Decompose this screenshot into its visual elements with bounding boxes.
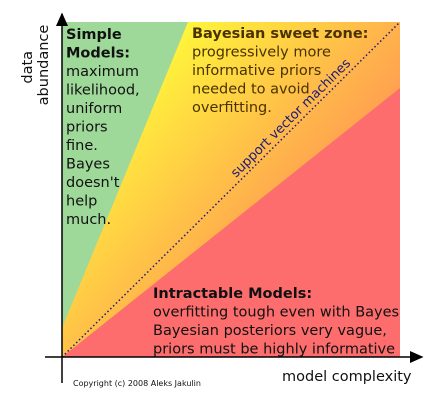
copyright: Copyright (c) 2008 Aleks Jakulin <box>73 379 201 388</box>
region-line: much. <box>66 212 111 228</box>
region-line: priors <box>66 120 108 136</box>
svm-line <box>61 21 401 358</box>
region-line: fine. <box>66 138 98 154</box>
y-label-line: abundance <box>36 25 52 106</box>
region-line: priors must be highly informative <box>153 342 395 358</box>
region-line: needed to avoid <box>192 82 310 98</box>
region-line: informative priors <box>192 63 321 79</box>
region-line: uniform <box>66 101 122 117</box>
simple-zone <box>62 22 188 328</box>
region-line: progressively more <box>192 45 331 61</box>
region-line: overfitting. <box>192 100 272 116</box>
y-axis-label: data abundance <box>20 25 52 106</box>
intractable-text: Intractable Models: overfitting tough eve… <box>153 286 399 358</box>
region-line: overfitting tough even with Bayes <box>153 305 399 321</box>
region-line: Bayesian posteriors very vague, <box>153 323 387 339</box>
x-axis-label: model complexity <box>282 369 412 385</box>
region-line: help <box>66 194 97 210</box>
region-title: Bayesian sweet zone: <box>192 26 368 42</box>
region-title: Simple Models: <box>66 27 130 62</box>
region-line: likelihood, <box>66 83 140 99</box>
region-line: Bayes <box>66 157 110 173</box>
region-title: Intractable Models: <box>153 286 312 302</box>
y-label-line: data <box>20 51 36 84</box>
intractable-zone <box>62 88 400 357</box>
simple-text: Simple Models: maximum likelihood, uniform pr… <box>66 27 140 228</box>
region-line: maximum <box>66 64 139 80</box>
region-line: doesn't <box>66 175 120 191</box>
sweet-text: Bayesian sweet zone: progressively more in… <box>192 26 368 116</box>
